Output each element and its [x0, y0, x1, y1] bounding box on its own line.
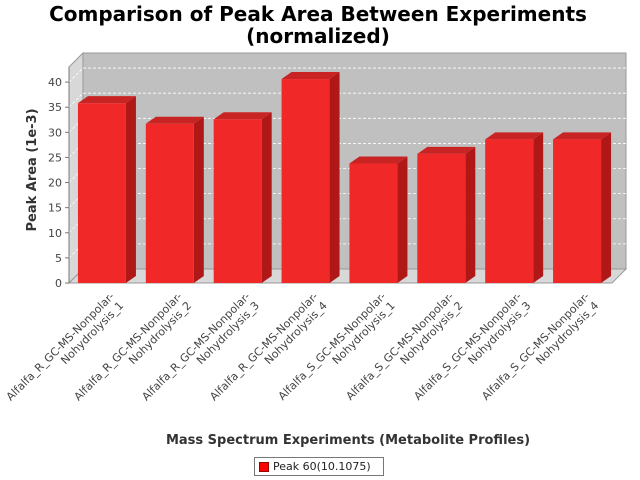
legend-label: Peak 60(10.1075) — [273, 460, 371, 473]
y-tick-label: 5 — [55, 252, 62, 265]
bar-top — [349, 156, 408, 164]
bar-side — [261, 112, 272, 284]
y-tick-label: 40 — [48, 76, 62, 89]
bar-side — [329, 72, 340, 283]
y-tick-label: 25 — [48, 151, 62, 164]
bars — [77, 72, 612, 284]
bar-front — [349, 163, 398, 283]
bar-side — [601, 132, 612, 283]
bar-front — [145, 123, 194, 283]
y-tick-label: 0 — [55, 277, 62, 290]
y-tick-label: 20 — [48, 177, 62, 190]
y-axis-title: Peak Area (1e-3) — [25, 108, 40, 231]
bar-top — [145, 116, 204, 124]
y-axis: 0 5 10 15 20 25 30 35 40 — [48, 67, 70, 290]
legend-swatch — [259, 461, 269, 472]
bar — [349, 156, 408, 283]
bar-top — [553, 132, 612, 140]
y-tick-label: 35 — [48, 101, 62, 114]
bar — [553, 132, 612, 283]
x-axis: Alfalfa_R_GC-MS-Nonpolar-Nohydrolysis_1A… — [4, 290, 602, 413]
bar — [485, 132, 544, 283]
bar — [417, 146, 476, 283]
y-tick-label: 10 — [48, 227, 62, 240]
bar-top — [485, 132, 544, 140]
bar-front — [417, 153, 466, 283]
bar-top — [77, 96, 136, 104]
grid-line — [68, 67, 84, 83]
bar-top — [213, 112, 272, 120]
chart-title: Comparison of Peak Area Between Experime… — [49, 2, 587, 26]
grid-line — [68, 92, 84, 108]
legend: Peak 60(10.1075) — [254, 457, 384, 476]
bar — [77, 96, 136, 283]
bar-side — [465, 146, 476, 283]
x-axis-title: Mass Spectrum Experiments (Metabolite Pr… — [166, 433, 530, 448]
bar-side — [125, 96, 136, 283]
bar-top — [281, 72, 340, 80]
bar-front — [485, 139, 534, 283]
y-tick-label: 30 — [48, 126, 62, 139]
bar — [213, 112, 272, 284]
bar-top — [417, 146, 476, 154]
bar — [281, 72, 340, 283]
bar-front — [281, 79, 330, 283]
bar-side — [533, 132, 544, 283]
bar-front — [553, 139, 602, 283]
bar-side — [193, 116, 204, 283]
chart-subtitle: (normalized) — [246, 24, 390, 48]
bar-side — [397, 156, 408, 283]
bar-front — [77, 103, 126, 283]
y-tick-label: 15 — [48, 202, 62, 215]
bar-front — [213, 119, 262, 284]
x-category-label: Alfalfa_R_GC-MS-Nonpolar-Nohydrolysis_1 — [4, 290, 127, 413]
bar — [145, 116, 204, 283]
